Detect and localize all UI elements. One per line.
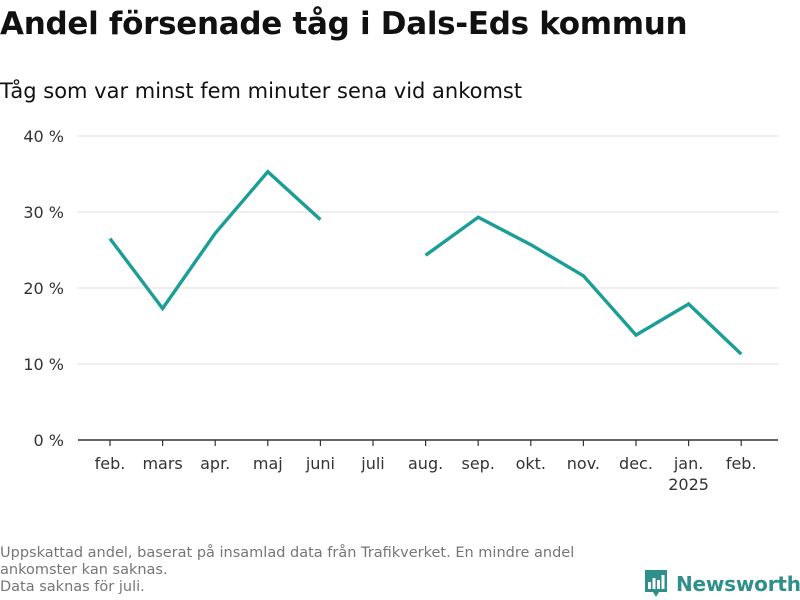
grid-layer: [78, 135, 778, 365]
x-tick-label: maj: [253, 454, 283, 473]
x-tick-label: feb.: [95, 454, 126, 473]
x-axis-ticks: feb. mars apr. maj juni juli aug. sep. okt. nov. d…: [95, 440, 757, 494]
x-tick-sublabel: 2025: [668, 475, 709, 494]
x-tick-label: sep.: [461, 454, 494, 473]
x-tick-label: nov.: [567, 454, 600, 473]
y-tick-label: 20 %: [23, 279, 64, 298]
x-tick-label: mars: [142, 454, 182, 473]
chart-title: Andel försenade tåg i Dals-Eds kommun: [0, 6, 688, 42]
series-layer: [108, 169, 743, 356]
x-tick-label: okt.: [516, 454, 546, 473]
footnote-line-missing: Data saknas för juli.: [0, 579, 145, 595]
chart-subtitle: Tåg som var minst fem minuter sena vid a…: [0, 79, 523, 103]
y-tick-label: 10 %: [23, 355, 64, 374]
line-chart: 0 % 10 % 20 % 30 % 40 % feb. mars apr. maj juni j…: [23, 127, 778, 494]
x-tick-label: juli: [360, 454, 384, 473]
x-tick-label: aug.: [408, 454, 443, 473]
footnote: Uppskattad andel, baserat på insamlad da…: [0, 545, 640, 596]
y-tick-label: 40 %: [23, 127, 64, 146]
y-tick-label: 0 %: [34, 431, 64, 450]
x-tick-label: juni: [305, 454, 335, 473]
x-tick-label: apr.: [200, 454, 230, 473]
series-line-segment: [108, 169, 322, 312]
y-tick-label: 30 %: [23, 203, 64, 222]
x-tick-label: feb.: [726, 454, 757, 473]
x-tick-label: dec.: [619, 454, 653, 473]
footnote-line-source: Uppskattad andel, baserat på insamlad da…: [0, 545, 575, 578]
newsworthy-logo: Newsworthy: [644, 569, 800, 599]
series-line-segment: [424, 215, 743, 356]
x-tick-label: jan.: [673, 454, 703, 473]
logo-text: Newsworthy: [676, 572, 800, 596]
y-axis-ticks: 0 % 10 % 20 % 30 % 40 %: [23, 127, 64, 450]
bar-chart-logo-icon: [645, 570, 667, 597]
